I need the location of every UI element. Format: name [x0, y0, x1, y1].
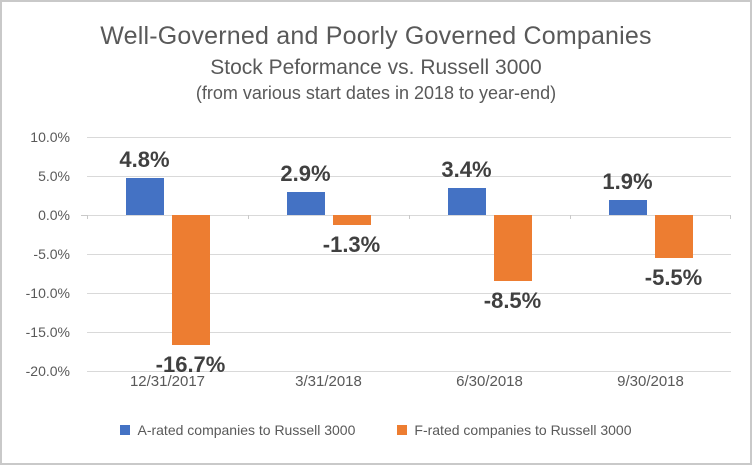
axis-tick [570, 215, 571, 219]
y-axis-tick-label: 0.0% [38, 207, 70, 223]
axis-tick [409, 215, 410, 219]
data-label: 3.4% [441, 157, 492, 183]
axis-tick [248, 215, 249, 219]
data-label: -5.5% [644, 264, 703, 290]
gridline [87, 370, 731, 372]
x-axis-category-label: 6/30/2018 [456, 373, 523, 390]
legend-item-f-rated: F-rated companies to Russell 3000 [397, 422, 632, 438]
legend-label-a-rated: A-rated companies to Russell 3000 [137, 422, 356, 438]
x-axis-category-label: 3/31/2018 [295, 373, 362, 390]
legend-label-f-rated: F-rated companies to Russell 3000 [414, 422, 632, 438]
bar-a-rated [125, 177, 164, 215]
y-axis-tick-label: -5.0% [33, 246, 70, 262]
y-axis-tick-label: -10.0% [25, 285, 70, 301]
axis-tick [81, 214, 87, 216]
gridline [87, 253, 731, 255]
bar-a-rated [447, 188, 486, 215]
x-axis: 12/31/2017 3/31/2018 6/30/2018 9/30/2018 [87, 373, 731, 390]
bar-a-rated [608, 200, 647, 215]
y-axis-tick-label: 10.0% [30, 129, 70, 145]
chart-title: Well-Governed and Poorly Governed Compan… [100, 22, 652, 50]
axis-tick [87, 215, 88, 219]
legend-item-a-rated: A-rated companies to Russell 3000 [120, 422, 355, 438]
chart-subtitle: Stock Peformance vs. Russell 3000 [210, 56, 542, 79]
gridline [87, 292, 731, 294]
x-axis-category-label: 9/30/2018 [617, 373, 684, 390]
bar-f-rated [171, 215, 210, 346]
axis-tick [730, 215, 731, 219]
legend-swatch-a-rated-icon [120, 425, 131, 435]
bar-f-rated [332, 215, 371, 226]
y-axis-tick-label: -15.0% [25, 324, 70, 340]
gridline [87, 331, 731, 333]
data-label: -1.3% [322, 232, 381, 258]
legend: A-rated companies to Russell 3000 F-rate… [2, 422, 750, 438]
data-label: 1.9% [602, 169, 653, 195]
data-label: 2.9% [280, 161, 331, 187]
x-axis-category-label: 12/31/2017 [129, 373, 206, 390]
legend-swatch-f-rated-icon [397, 425, 408, 435]
bar-f-rated [493, 215, 532, 282]
plot-area: 4.8% 2.9% 3.4% 1.9% -16.7% -1.3% -8.5% -5.5% [81, 136, 731, 377]
data-label: 4.8% [119, 146, 170, 172]
bar-f-rated [654, 215, 693, 258]
gridline [87, 175, 731, 177]
data-label: -8.5% [483, 288, 542, 314]
data-label: -16.7% [155, 352, 226, 378]
y-axis-tick-label: 5.0% [38, 168, 70, 184]
y-axis: 10.0% 5.0% 0.0% -5.0% -10.0% -15.0% -20.0% [2, 129, 70, 379]
chart-note: (from various start dates in 2018 to yea… [195, 83, 557, 103]
gridline [87, 136, 731, 138]
bar-a-rated [286, 192, 325, 215]
y-axis-tick-label: -20.0% [25, 363, 70, 379]
